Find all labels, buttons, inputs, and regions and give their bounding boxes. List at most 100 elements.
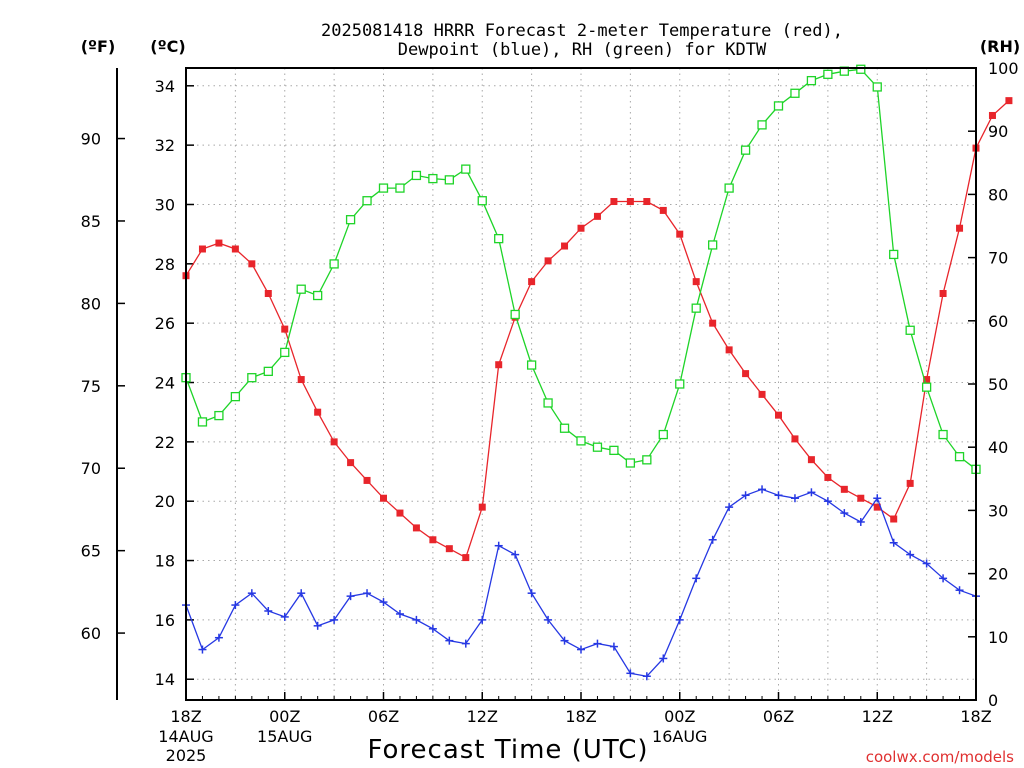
dewpoint-point xyxy=(593,639,602,648)
dewpoint-point xyxy=(856,517,865,526)
dewpoint-point xyxy=(445,636,454,645)
dewpoint-point xyxy=(461,639,470,648)
celsius-unit-label: (ºC) xyxy=(150,37,185,56)
fahrenheit-tick-label: 70 xyxy=(81,459,101,478)
temperature-point xyxy=(725,346,733,354)
x-tick-label: 18Z xyxy=(960,707,991,726)
dewpoint-point xyxy=(626,669,635,678)
temperature-point xyxy=(956,224,964,232)
temperature-point xyxy=(988,111,996,119)
rh-point xyxy=(757,120,767,130)
rh-point xyxy=(362,196,372,206)
x-tick-label: 18Z xyxy=(170,707,201,726)
dewpoint-point xyxy=(478,615,487,624)
x-date-label: 15AUG xyxy=(257,727,312,746)
x-tick-label: 00Z xyxy=(664,707,695,726)
celsius-tick-label: 30 xyxy=(155,195,175,214)
credit-text: coolwx.com/models xyxy=(866,748,1014,766)
rh-point xyxy=(592,442,603,452)
temperature-point xyxy=(264,290,272,298)
rh-point xyxy=(625,458,636,468)
dewpoint-point xyxy=(939,574,948,583)
rh-point xyxy=(806,75,817,86)
x-tick-label: 06Z xyxy=(763,707,794,726)
temperature-point xyxy=(840,485,848,493)
rh-point xyxy=(675,379,685,389)
rh-point xyxy=(724,183,734,193)
fahrenheit-tick-label: 85 xyxy=(81,212,101,231)
dewpoint-point xyxy=(527,589,536,598)
dewpoint-point xyxy=(642,672,651,681)
dewpoint-point xyxy=(741,491,750,500)
temperature-point xyxy=(857,494,865,502)
rh-point xyxy=(345,215,356,225)
rh-point xyxy=(938,429,948,440)
temperature-point xyxy=(429,536,437,544)
temperature-point xyxy=(363,476,371,484)
rh-tick-label: 30 xyxy=(988,501,1008,520)
rh-point xyxy=(461,164,471,174)
temperature-point xyxy=(396,509,404,517)
dewpoint-point xyxy=(544,615,553,624)
x-date-label: 2025 xyxy=(166,746,207,765)
temperature-point xyxy=(495,361,503,369)
x-date-label: 14AUG xyxy=(158,727,213,746)
rh-tick-label: 100 xyxy=(988,59,1019,78)
temperature-point xyxy=(445,545,453,553)
celsius-axis-ticks: 14 16 18 20 22 24 26 28 30 32 34 xyxy=(155,77,194,689)
temperature-point xyxy=(873,503,881,511)
temperature-point xyxy=(807,456,815,464)
temperature-point xyxy=(231,245,239,253)
rh-point xyxy=(263,366,273,377)
rh-tick-label: 20 xyxy=(988,565,1008,584)
dewpoint-point xyxy=(725,503,734,512)
temperature-point xyxy=(676,230,684,238)
temperature-point xyxy=(380,494,387,502)
rh-point xyxy=(921,382,932,392)
rh-point xyxy=(428,173,438,184)
dewpoint-point xyxy=(906,550,915,559)
temperature-point xyxy=(330,438,338,446)
rh-point xyxy=(477,196,487,206)
temperature-point xyxy=(198,245,206,253)
rh-point xyxy=(313,290,323,301)
temperature-point xyxy=(528,278,536,286)
temperature-point xyxy=(643,198,651,206)
dewpoint-point xyxy=(214,633,223,642)
dewpoint-point xyxy=(346,592,355,601)
dewpoint-point xyxy=(790,494,799,503)
temperature-point xyxy=(626,198,634,206)
rh-point xyxy=(889,249,899,260)
rh-tick-label: 90 xyxy=(988,122,1008,141)
celsius-tick-label: 32 xyxy=(155,136,175,155)
rh-point xyxy=(444,175,454,185)
rh-point xyxy=(740,145,751,155)
temperature-point xyxy=(281,325,289,333)
dewpoint-point xyxy=(758,485,767,494)
chart-title-line-1: 2025081418 HRRR Forecast 2-meter Tempera… xyxy=(321,21,843,41)
dewpoint-point xyxy=(330,615,339,624)
temperature-point xyxy=(577,224,585,232)
x-tick-label: 00Z xyxy=(269,707,300,726)
dewpoint-point xyxy=(412,615,421,624)
dewpoint-point xyxy=(280,612,289,621)
temperature-point xyxy=(544,257,552,265)
dewpoint-point xyxy=(840,509,849,518)
dewpoint-point xyxy=(955,586,964,595)
temperature-point xyxy=(742,370,750,378)
x-axis-ticks: 18Z 00Z 06Z 12Z 18Z 00Z 06Z 12Z 18Z xyxy=(170,692,992,726)
fahrenheit-tick-label: 60 xyxy=(81,624,101,643)
temperature-point xyxy=(890,515,898,523)
dewpoint-point xyxy=(494,541,503,550)
dewpoint-point xyxy=(264,606,273,615)
fahrenheit-tick-label: 65 xyxy=(81,542,101,561)
rh-point xyxy=(280,347,290,358)
dewpoint-point xyxy=(363,589,372,598)
dewpoint-point xyxy=(708,535,717,544)
rh-point xyxy=(395,183,405,193)
dewpoint-point xyxy=(659,654,668,663)
celsius-tick-label: 18 xyxy=(155,552,175,571)
temperature-point xyxy=(939,290,947,298)
x-tick-label: 12Z xyxy=(862,707,893,726)
temperature-point xyxy=(758,390,766,398)
